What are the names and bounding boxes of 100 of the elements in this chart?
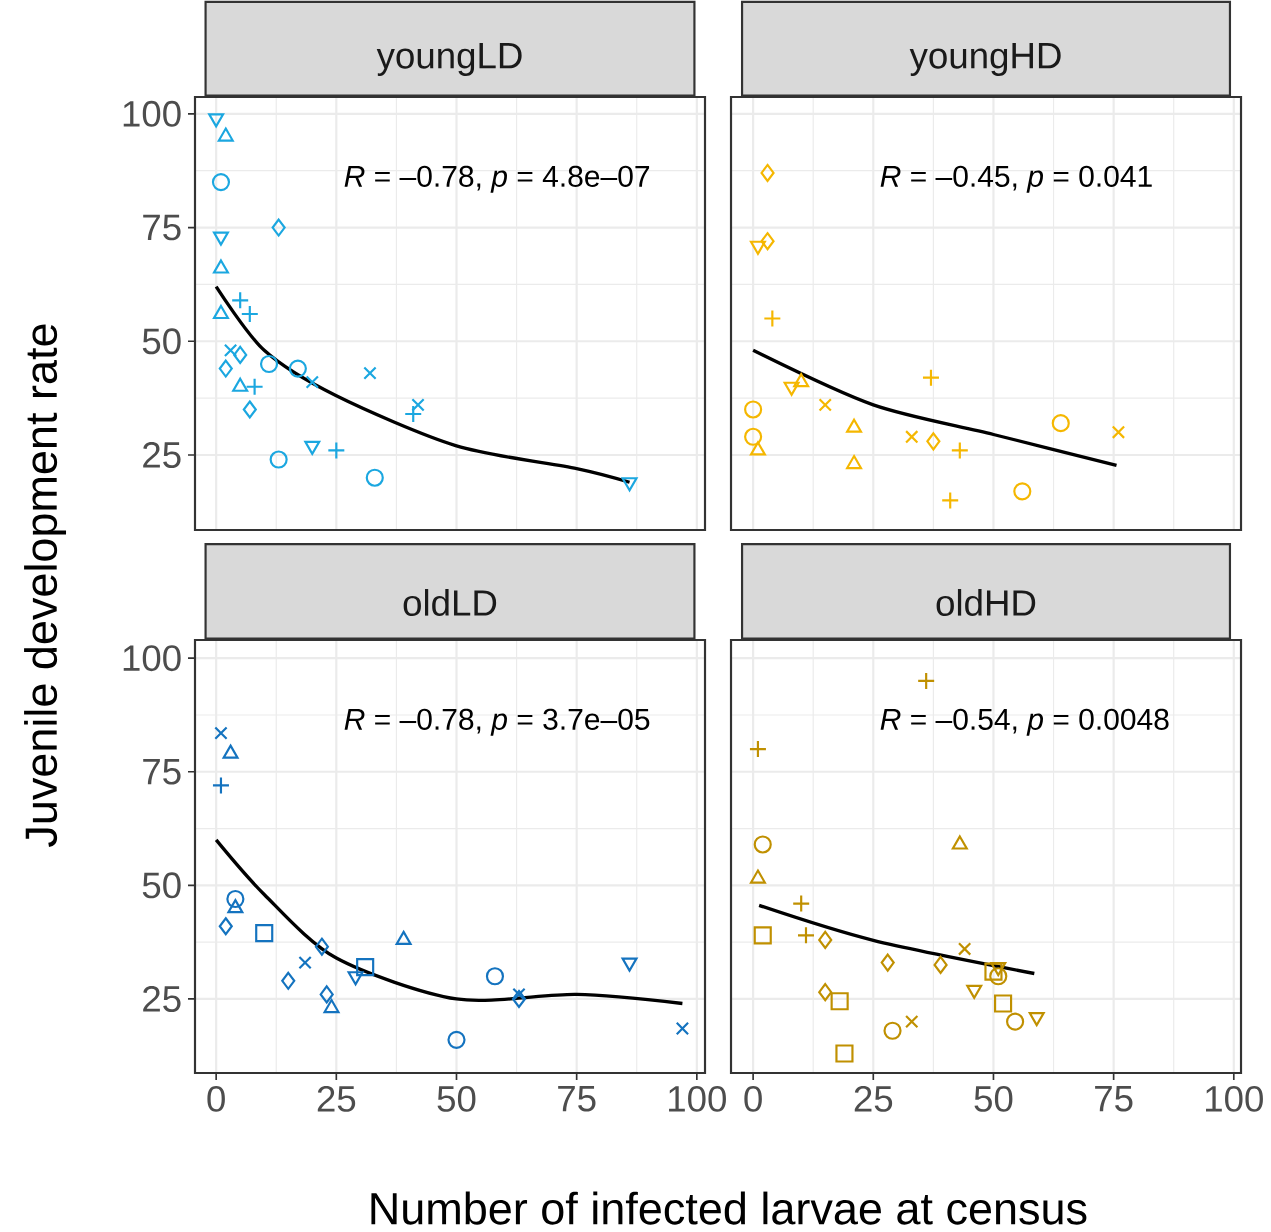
y-tick-label: 100	[123, 100, 181, 127]
chart-title: oldLD	[403, 589, 497, 616]
x-tick-label: 75	[1095, 1085, 1133, 1112]
point	[749, 240, 766, 255]
point	[675, 1021, 690, 1036]
point	[305, 375, 320, 389]
x-tick-label: 25	[317, 1085, 356, 1112]
point	[218, 917, 233, 936]
point	[319, 985, 334, 1004]
point	[281, 971, 296, 990]
y-axis-title: Juvenile development rate	[24, 324, 67, 847]
point	[255, 923, 274, 943]
point	[288, 359, 307, 378]
point	[1006, 1012, 1025, 1031]
line-series	[214, 285, 632, 484]
point	[271, 218, 286, 237]
point	[485, 967, 505, 986]
point	[242, 400, 257, 419]
point	[957, 942, 972, 956]
point	[211, 172, 231, 192]
point	[259, 354, 279, 374]
x-axis-title: Number of infected larvae at census	[371, 1191, 1087, 1225]
point	[744, 400, 763, 419]
point	[830, 992, 849, 1011]
point	[621, 477, 638, 492]
point	[933, 955, 948, 974]
x-tick-label: 100	[1206, 1085, 1263, 1112]
point	[905, 430, 919, 444]
point	[363, 366, 377, 380]
point	[835, 1044, 854, 1063]
point	[214, 726, 228, 740]
annotation: R = –0.78, p = 3.7e–05	[344, 708, 650, 736]
point	[883, 1021, 902, 1040]
point	[304, 440, 321, 455]
point	[218, 359, 233, 378]
point	[989, 967, 1008, 986]
point	[365, 468, 384, 487]
point	[212, 304, 229, 320]
y-tick-label: 50	[142, 872, 181, 899]
y-tick-label: 50	[142, 328, 181, 355]
point	[245, 377, 264, 396]
point	[447, 1030, 466, 1049]
point	[880, 953, 895, 972]
point	[512, 987, 526, 1002]
x-tick-label: 0	[744, 1085, 762, 1112]
x-tick-label: 75	[558, 1085, 596, 1112]
point	[926, 432, 941, 451]
point	[818, 930, 833, 949]
point	[621, 957, 638, 972]
point	[950, 441, 969, 460]
y-tick-label: 100	[123, 645, 181, 672]
y-tick-label: 75	[143, 758, 181, 785]
point	[217, 127, 234, 142]
point	[314, 937, 329, 956]
chart-title: youngLD	[376, 43, 522, 76]
annotation: R = –0.78, p = 4.8e–07	[344, 165, 650, 193]
point	[984, 962, 1003, 981]
line-series	[214, 838, 685, 1006]
point	[951, 835, 968, 850]
point	[783, 381, 800, 396]
point	[1051, 414, 1070, 433]
point	[749, 441, 766, 456]
point	[227, 899, 244, 914]
annotation: R = –0.54, p = 0.0048	[880, 708, 1169, 736]
point	[763, 309, 782, 328]
point	[753, 835, 772, 854]
x-tick-label: 50	[437, 1085, 476, 1112]
point	[327, 441, 346, 460]
point	[941, 491, 960, 510]
point	[905, 1014, 919, 1029]
y-tick-label: 75	[143, 214, 181, 241]
point	[231, 291, 250, 310]
y-tick-label: 25	[143, 985, 181, 1012]
point	[760, 232, 775, 251]
point	[212, 259, 229, 274]
point	[846, 418, 863, 433]
point	[818, 983, 833, 1002]
point	[749, 869, 766, 884]
point	[411, 398, 425, 412]
x-tick-label: 100	[669, 1085, 726, 1112]
y-tick-label: 25	[143, 441, 181, 468]
point	[753, 926, 772, 945]
x-tick-label: 0	[207, 1085, 225, 1112]
point	[966, 984, 983, 999]
x-tick-label: 50	[974, 1085, 1013, 1112]
chart-title: youngHD	[909, 43, 1061, 76]
point	[226, 889, 245, 909]
point	[233, 345, 248, 364]
point	[511, 989, 527, 1009]
point	[356, 958, 375, 977]
x-tick-label: 25	[854, 1085, 893, 1112]
point	[223, 343, 238, 358]
point	[846, 454, 863, 470]
point	[921, 368, 941, 387]
point	[993, 994, 1013, 1013]
annotation: R = –0.45, p = 0.041	[880, 165, 1152, 193]
point	[298, 955, 312, 970]
point	[744, 427, 763, 446]
point	[222, 744, 239, 759]
point	[760, 163, 775, 183]
